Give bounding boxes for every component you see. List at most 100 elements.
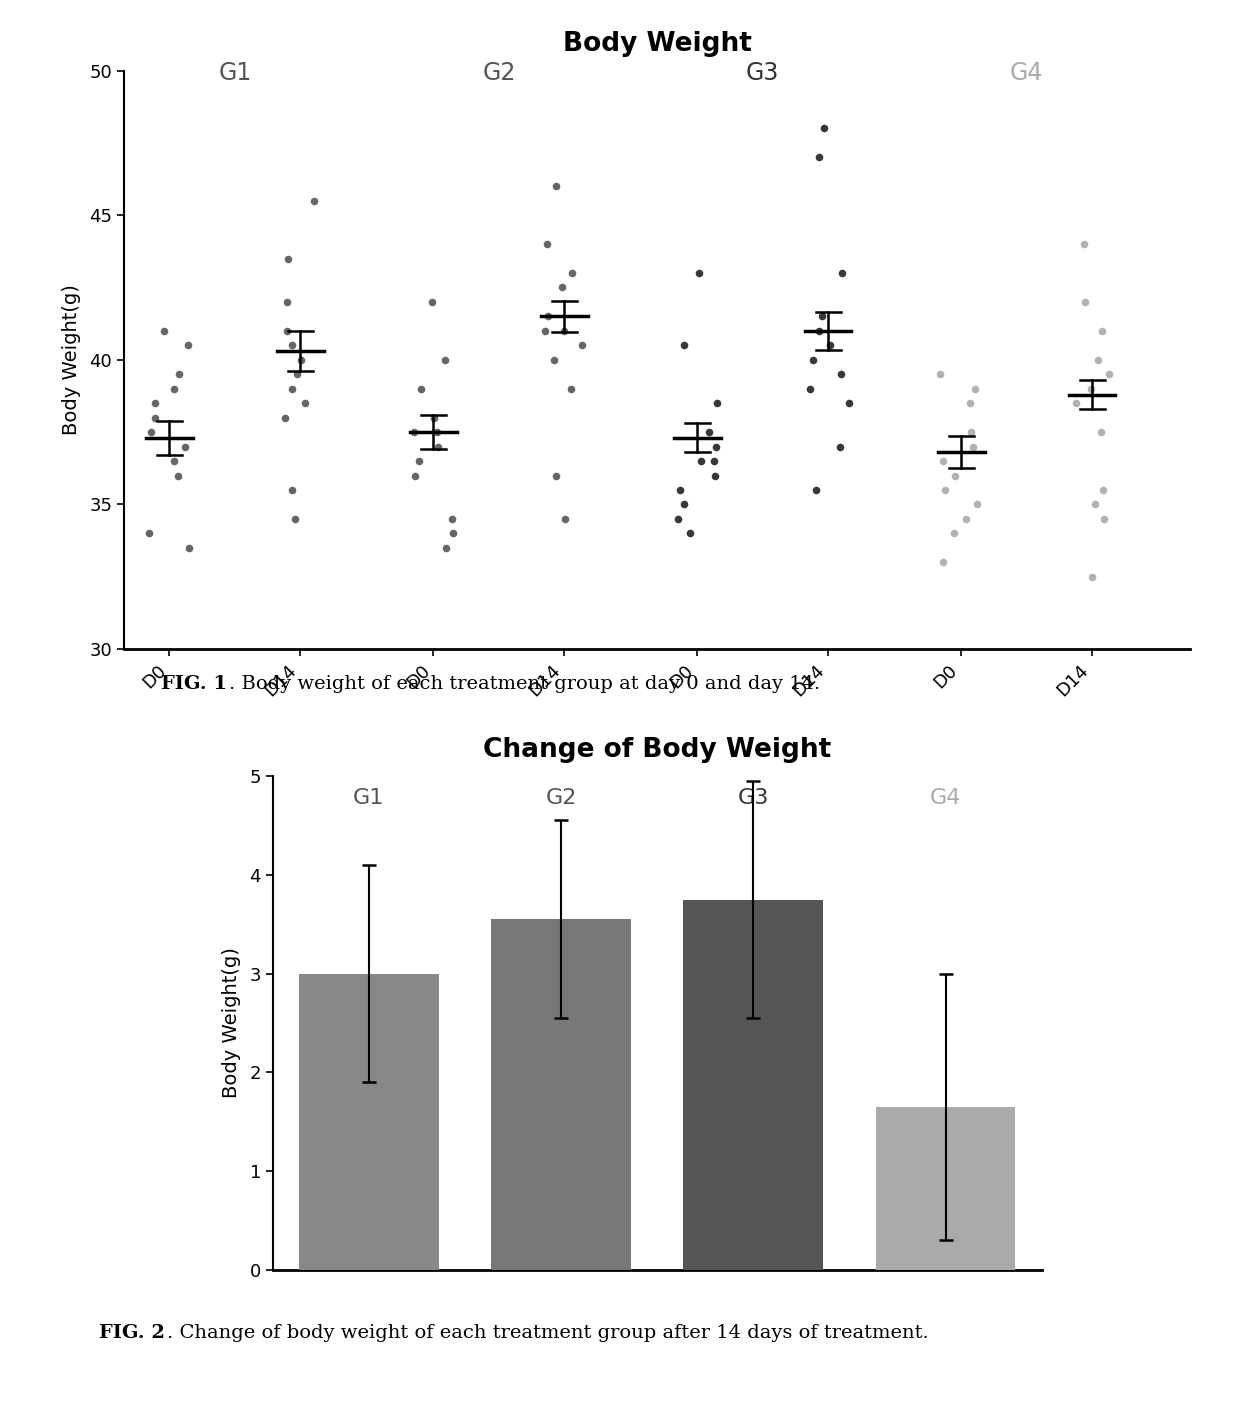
Point: [935, 478, 955, 501]
Point: [534, 319, 554, 341]
Point: [145, 392, 165, 415]
Text: G4: G4: [930, 787, 961, 809]
Text: FIG. 2: FIG. 2: [99, 1325, 165, 1342]
Title: Body Weight: Body Weight: [563, 31, 751, 56]
Point: [537, 233, 557, 255]
Point: [704, 450, 724, 473]
Text: G3: G3: [746, 61, 780, 85]
Point: [295, 392, 315, 415]
Point: [277, 319, 296, 341]
Point: [1099, 363, 1118, 385]
Point: [806, 478, 826, 501]
Title: Change of Body Weight: Change of Body Weight: [484, 737, 831, 762]
Point: [689, 261, 709, 284]
Point: [1094, 508, 1114, 531]
Point: [692, 450, 712, 473]
Point: [544, 349, 564, 371]
Point: [154, 319, 174, 341]
Point: [680, 522, 699, 545]
Point: [422, 291, 441, 313]
Point: [169, 464, 188, 487]
Point: [180, 536, 200, 559]
Point: [546, 175, 565, 198]
Point: [961, 420, 981, 443]
Point: [675, 334, 694, 357]
Point: [1066, 392, 1086, 415]
Point: [175, 435, 195, 457]
Point: [277, 291, 296, 313]
Bar: [875, 1108, 1016, 1270]
Point: [706, 464, 725, 487]
Point: [813, 117, 833, 140]
Point: [278, 247, 298, 270]
Bar: [683, 900, 823, 1270]
Point: [804, 349, 823, 371]
Bar: [299, 974, 439, 1270]
Y-axis label: Body Weight(g): Body Weight(g): [222, 948, 241, 1098]
Point: [554, 319, 574, 341]
Point: [944, 522, 963, 545]
Point: [405, 464, 425, 487]
Point: [572, 334, 591, 357]
Point: [404, 420, 424, 443]
Point: [675, 492, 694, 515]
Point: [288, 363, 308, 385]
Point: [808, 147, 828, 169]
Point: [552, 277, 572, 299]
Point: [562, 377, 582, 401]
Point: [305, 189, 325, 212]
Point: [562, 261, 582, 284]
Point: [1094, 478, 1114, 501]
Point: [443, 522, 463, 545]
Point: [800, 377, 820, 401]
Text: . Body weight of each treatment group at day 0 and day 14.: . Body weight of each treatment group at…: [229, 676, 821, 693]
Point: [670, 478, 689, 501]
Point: [291, 349, 311, 371]
Point: [436, 536, 456, 559]
Point: [707, 392, 727, 415]
Point: [808, 319, 828, 341]
Text: G1: G1: [353, 787, 384, 809]
Point: [538, 305, 558, 327]
Text: G1: G1: [218, 61, 252, 85]
Point: [141, 420, 161, 443]
Point: [164, 450, 184, 473]
Bar: [491, 920, 631, 1270]
Point: [945, 464, 965, 487]
Point: [424, 406, 444, 429]
Point: [443, 508, 463, 531]
Point: [820, 334, 839, 357]
Point: [1081, 377, 1101, 401]
Point: [1092, 319, 1112, 341]
Point: [932, 550, 952, 573]
Point: [1085, 492, 1105, 515]
Point: [1091, 420, 1111, 443]
Point: [830, 435, 849, 457]
Point: [556, 508, 575, 531]
Point: [281, 377, 301, 401]
Point: [1087, 349, 1107, 371]
Point: [410, 377, 430, 401]
Point: [832, 261, 852, 284]
Point: [930, 363, 950, 385]
Point: [547, 464, 567, 487]
Point: [839, 392, 859, 415]
Point: [1083, 566, 1102, 588]
Point: [139, 522, 159, 545]
Text: G4: G4: [1011, 61, 1043, 85]
Point: [428, 420, 448, 443]
Point: [962, 435, 982, 457]
Point: [831, 363, 851, 385]
Point: [409, 450, 429, 473]
Point: [812, 305, 832, 327]
Point: [965, 377, 985, 401]
Point: [668, 508, 688, 531]
Point: [934, 450, 954, 473]
Point: [1075, 291, 1095, 313]
Point: [170, 363, 190, 385]
Text: G2: G2: [546, 787, 577, 809]
Point: [145, 406, 165, 429]
Text: FIG. 1: FIG. 1: [161, 676, 227, 693]
Point: [285, 508, 305, 531]
Point: [1074, 233, 1094, 255]
